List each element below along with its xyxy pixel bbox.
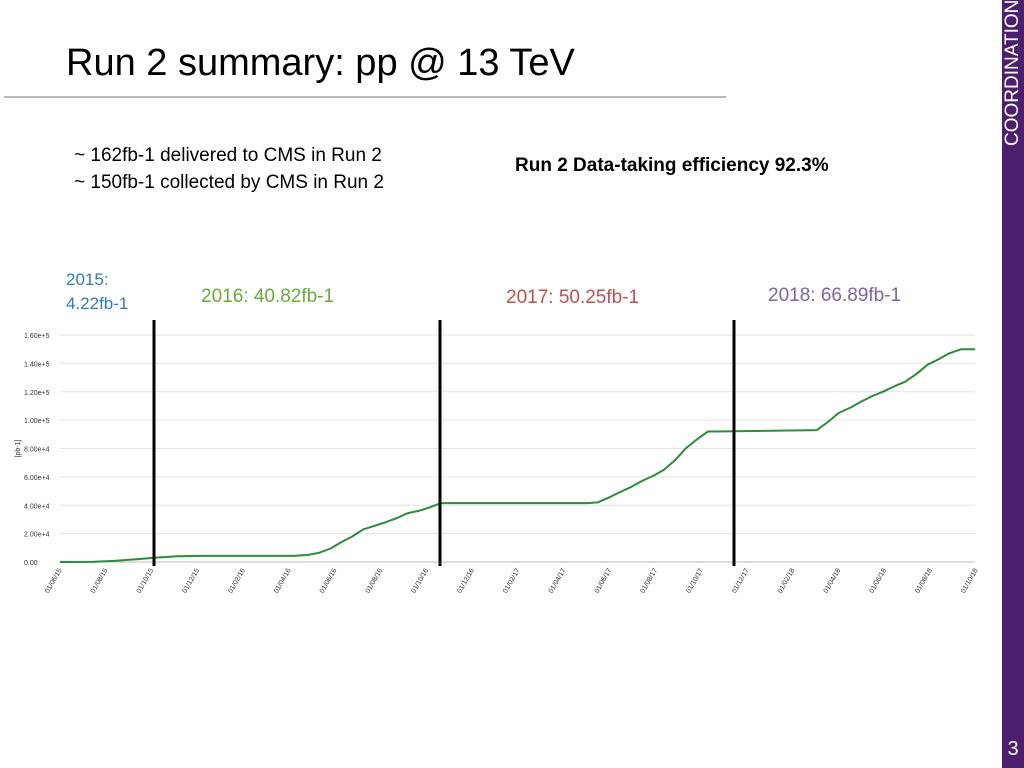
x-tick-label: 01/08/18 bbox=[914, 567, 934, 594]
x-tick-label: 01/06/16 bbox=[319, 567, 339, 594]
x-tick-label: 01/08/15 bbox=[90, 567, 110, 594]
y-tick-label: 8.00e+4 bbox=[24, 447, 50, 454]
collected-text: ~ 150fb-1 collected by CMS in Run 2 bbox=[74, 172, 384, 193]
x-tick-label: 01/06/18 bbox=[868, 567, 888, 594]
y-tick-label: 1.40e+5 bbox=[24, 361, 50, 368]
year-label-2015: 2015: 4.22fb-1 bbox=[66, 268, 128, 316]
year-label-2015-value: 4.22fb-1 bbox=[66, 294, 129, 313]
year-label-2016: 2016: 40.82fb-1 bbox=[201, 286, 335, 307]
run-summary: ~ 162fb-1 delivered to CMS in Run 2 ~ 15… bbox=[74, 142, 384, 196]
x-tick-label: 01/10/17 bbox=[685, 567, 705, 594]
y-tick-label: 1.00e+5 bbox=[24, 418, 50, 425]
x-tick-label: 01/02/16 bbox=[227, 567, 247, 594]
integrated-luminosity-line bbox=[59, 348, 975, 563]
x-tick-label: 01/12/15 bbox=[181, 567, 201, 594]
year-label-2015-year: 2015: bbox=[66, 270, 109, 289]
x-tick-label: 01/02/17 bbox=[502, 567, 522, 594]
y-tick-label: 2.00e+4 bbox=[24, 532, 50, 539]
x-tick-label: 01/08/16 bbox=[365, 567, 385, 594]
x-tick-label: 01/08/17 bbox=[639, 567, 659, 594]
x-tick-label: 01/10/18 bbox=[960, 567, 980, 594]
y-tick-label: 1.20e+5 bbox=[24, 390, 50, 397]
x-tick-label: 01/04/16 bbox=[273, 567, 293, 594]
x-tick-label: 01/06/15 bbox=[44, 567, 64, 594]
delivered-text: ~ 162fb-1 delivered to CMS in Run 2 bbox=[74, 145, 382, 166]
efficiency-text: Run 2 Data-taking efficiency 92.3% bbox=[515, 155, 829, 176]
page-number: 3 bbox=[1007, 738, 1019, 760]
x-tick-label: 01/04/18 bbox=[823, 567, 843, 594]
x-tick-label: 01/10/16 bbox=[410, 567, 430, 594]
x-tick-label: 01/10/15 bbox=[136, 567, 156, 594]
sidebar-label: COORDINATION bbox=[1002, 0, 1023, 147]
y-tick-label: 0.00 bbox=[24, 560, 38, 567]
year-label-2017: 2017: 50.25fb-1 bbox=[506, 287, 640, 308]
x-tick-label: 01/12/16 bbox=[456, 567, 476, 594]
year-label-2018: 2018: 66.89fb-1 bbox=[768, 285, 902, 306]
x-tick-label: 01/12/17 bbox=[731, 567, 751, 594]
slide-title: Run 2 summary: pp @ 13 TeV bbox=[66, 42, 575, 84]
x-tick-label: 01/06/17 bbox=[594, 567, 614, 594]
sidebar-bar bbox=[1002, 0, 1024, 768]
y-tick-label: 4.00e+4 bbox=[24, 503, 50, 510]
y-axis-label: [pb-1] bbox=[15, 439, 22, 457]
x-tick-label: 01/02/18 bbox=[777, 567, 797, 594]
title-underline bbox=[4, 96, 726, 98]
x-tick-label: 01/04/17 bbox=[548, 567, 568, 594]
y-tick-label: 1.60e+5 bbox=[24, 333, 50, 340]
y-tick-label: 6.00e+4 bbox=[24, 475, 50, 482]
luminosity-chart: 0.00 2.00e+4 4.00e+4 6.00e+4 8.00e+4 1.00e+5 1… bbox=[15, 320, 980, 595]
